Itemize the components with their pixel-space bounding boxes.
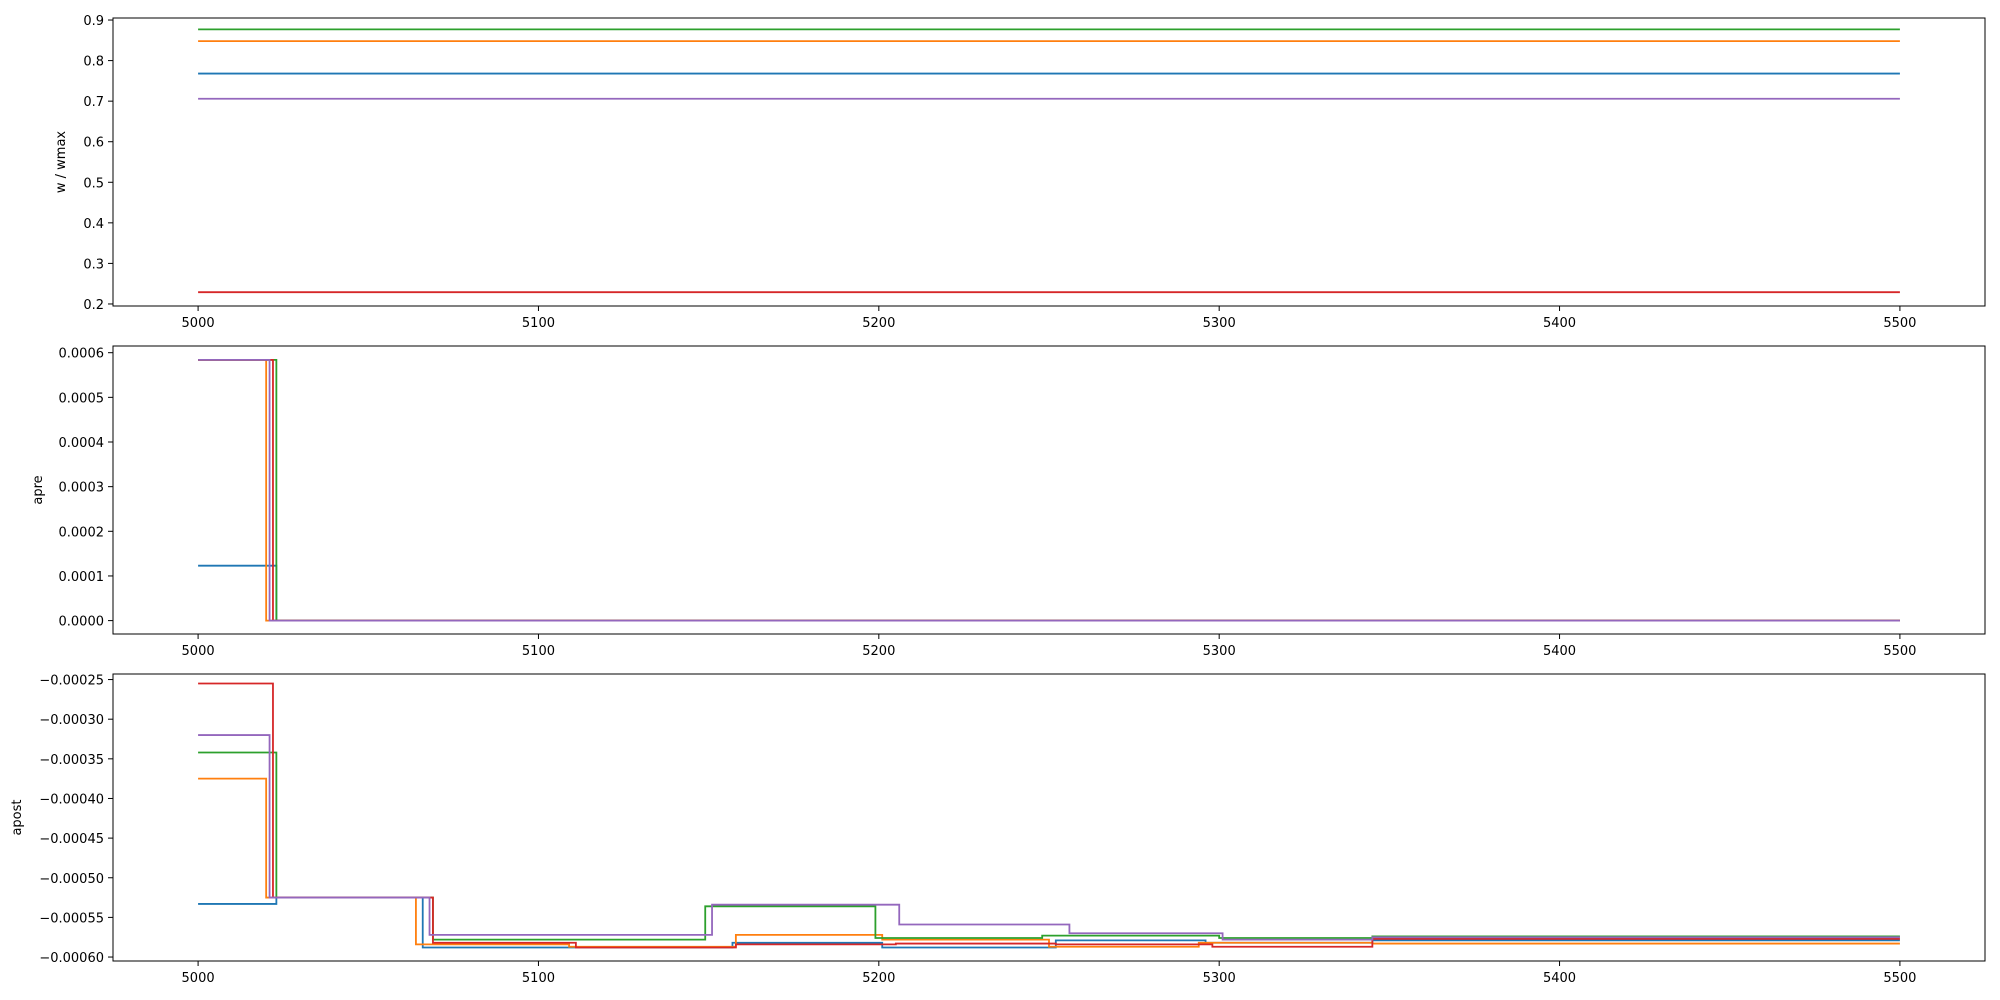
x-tick-label: 5300 — [1203, 971, 1236, 986]
y-tick-label: 0.0001 — [59, 570, 105, 585]
y-tick-label: −0.00025 — [39, 674, 104, 689]
series-line-5 — [198, 734, 1900, 941]
y-tick-label: −0.00050 — [39, 872, 104, 887]
x-tick-label: 5400 — [1543, 316, 1576, 331]
chart-panel-1: 5000 5100 5200 5300 5400 5500 0.2 0.3 0.4 0.5 0.6 0… — [54, 14, 1986, 331]
x-tick-label: 5000 — [182, 644, 215, 659]
chart-panel-2: 5000 5100 5200 5300 5400 5500 0.0000 0.0001 0.00… — [31, 345, 1986, 659]
axes-frame — [112, 17, 1986, 307]
y-tick-label: 0.5 — [83, 176, 104, 191]
series-line-4 — [198, 682, 1900, 949]
x-tick-label: 5500 — [1883, 316, 1916, 331]
y-tick-label: 0.6 — [83, 136, 104, 151]
chart-panel-3: 5000 5100 5200 5300 5400 5500 −0.00060 −0.00055… — [10, 673, 1986, 986]
x-tick-label: 5400 — [1543, 644, 1576, 659]
y-tick-label: 0.0003 — [59, 481, 105, 496]
x-tick-label: 5000 — [182, 971, 215, 986]
y-tick-label: −0.00055 — [39, 911, 104, 926]
x-tick-label: 5200 — [862, 644, 895, 659]
series-line-4 — [198, 358, 1900, 622]
y-tick-label: 0.4 — [83, 217, 104, 232]
x-tick-label: 5200 — [862, 971, 895, 986]
axes-frame — [112, 345, 1986, 635]
y-tick-label: −0.00060 — [39, 951, 104, 966]
y-axis-label: apost — [10, 799, 25, 835]
x-tick-label: 5100 — [522, 316, 555, 331]
x-tick-label: 5400 — [1543, 971, 1576, 986]
series-line-3 — [198, 358, 1900, 622]
x-tick-label: 5300 — [1203, 316, 1236, 331]
x-tick-label: 5200 — [862, 316, 895, 331]
y-tick-label: 0.0005 — [59, 391, 105, 406]
y-tick-label: 0.0000 — [59, 615, 105, 630]
series-line-5 — [198, 358, 1900, 622]
series-line-2 — [198, 358, 1900, 622]
y-tick-label: 0.3 — [83, 257, 104, 272]
x-tick-label: 5100 — [522, 644, 555, 659]
x-tick-label: 5300 — [1203, 644, 1236, 659]
y-tick-label: 0.8 — [83, 55, 104, 70]
series-line-3 — [198, 751, 1900, 941]
y-axis-label: w / wmax — [54, 131, 69, 194]
y-tick-label: 0.9 — [83, 14, 104, 29]
x-tick-label: 5000 — [182, 316, 215, 331]
x-tick-label: 5500 — [1883, 644, 1916, 659]
y-axis-label: apre — [31, 475, 46, 504]
series-line-2 — [198, 777, 1900, 948]
series-line-1 — [198, 564, 1900, 622]
y-tick-label: 0.0004 — [59, 436, 105, 451]
x-tick-label: 5500 — [1883, 971, 1916, 986]
y-tick-label: 0.7 — [83, 95, 104, 110]
y-tick-label: 0.2 — [83, 298, 104, 313]
x-tick-label: 5100 — [522, 971, 555, 986]
y-tick-label: −0.00040 — [39, 792, 104, 807]
y-tick-label: 0.0002 — [59, 525, 105, 540]
axes-frame — [112, 673, 1986, 962]
y-tick-label: −0.00035 — [39, 753, 104, 768]
y-tick-label: 0.0006 — [59, 347, 105, 362]
y-tick-label: −0.00045 — [39, 832, 104, 847]
y-tick-label: −0.00030 — [39, 713, 104, 728]
